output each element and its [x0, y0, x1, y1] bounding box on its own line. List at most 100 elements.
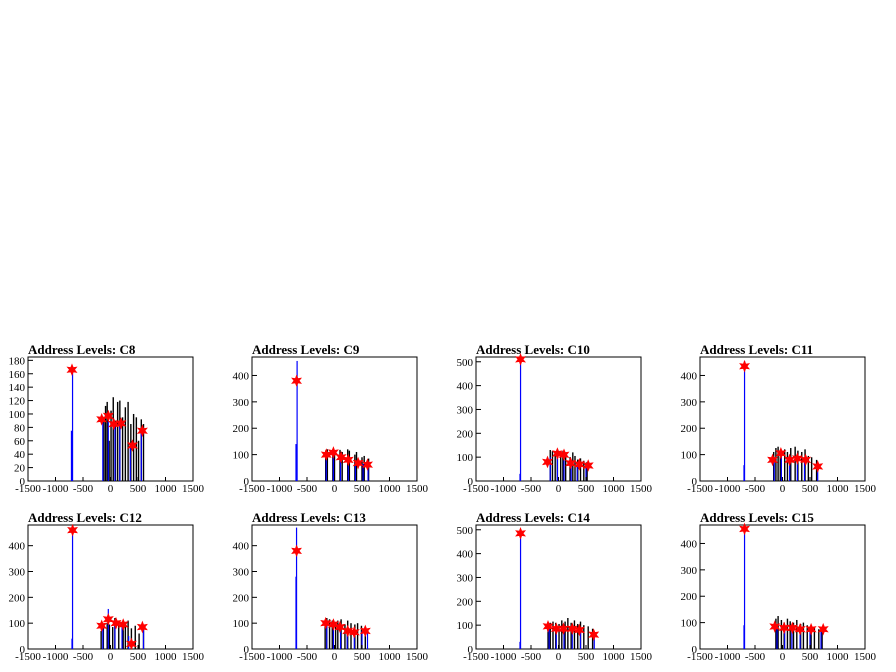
- y-tick-label: 200: [233, 592, 250, 604]
- chart-panel: Address Levels: C11 0 100 200 300 400 -1500 -10…: [681, 342, 877, 495]
- peak-marker: [334, 620, 346, 634]
- y-tick-label: 120: [9, 396, 26, 408]
- x-tick-label: 1500: [854, 651, 877, 663]
- peak-marker: [126, 439, 139, 452]
- peak-marker: [767, 453, 779, 467]
- x-tick-label: 1500: [182, 483, 205, 495]
- peak-markers: [515, 526, 600, 642]
- y-tick-label: 400: [9, 541, 26, 553]
- y-tick-label: 40: [14, 449, 26, 461]
- peak-marker: [359, 624, 371, 638]
- x-tick-label: -1500: [239, 483, 265, 495]
- y-tick-label: 100: [9, 618, 26, 630]
- peak-marker: [352, 456, 364, 470]
- peak-marker: [794, 622, 806, 636]
- x-tick-label: 0: [108, 651, 114, 663]
- chart-panel: Address Levels: C13 0 100 200 300 400 -1500 -10…: [233, 510, 429, 663]
- y-tick-label: 100: [457, 620, 474, 632]
- blue-histogram: [71, 527, 145, 649]
- peak-markers: [291, 544, 371, 639]
- x-tick-label: -500: [297, 483, 318, 495]
- y-tick-label: 400: [681, 538, 698, 550]
- y-tick-label: 300: [457, 572, 474, 584]
- peak-markers: [66, 363, 148, 452]
- y-tick-label: 20: [14, 463, 26, 475]
- peak-marker: [102, 409, 114, 423]
- y-tick-label: 200: [681, 591, 698, 603]
- x-tick-label: 500: [802, 483, 819, 495]
- x-tick-label: 1500: [854, 483, 877, 495]
- y-tick-label: 400: [681, 370, 698, 382]
- y-tick-label: 300: [9, 567, 26, 579]
- peak-marker: [573, 457, 585, 471]
- x-tick-label: -1000: [715, 651, 741, 663]
- x-tick-label: -1000: [267, 651, 293, 663]
- peak-marker: [515, 526, 527, 540]
- peak-marker: [67, 523, 78, 537]
- y-tick-label: 200: [457, 596, 474, 608]
- plot-frame: [475, 356, 642, 482]
- peak-marker: [136, 620, 148, 634]
- chart-title: Address Levels: C14: [476, 510, 590, 525]
- y-tick-label: 400: [233, 541, 250, 553]
- peak-marker: [551, 447, 563, 460]
- plot-frame: [251, 524, 418, 650]
- y-tick-label: 140: [9, 382, 26, 394]
- chart-title: Address Levels: C15: [700, 510, 814, 525]
- x-tick-label: 1000: [827, 651, 850, 663]
- x-tick-label: -500: [745, 651, 766, 663]
- peak-marker: [335, 451, 347, 464]
- x-tick-label: 500: [130, 651, 147, 663]
- peak-marker: [110, 616, 122, 630]
- y-tick-label: 400: [233, 370, 250, 382]
- x-tick-label: 1500: [406, 483, 429, 495]
- y-tick-label: 0: [692, 476, 698, 488]
- x-tick-label: -500: [297, 651, 318, 663]
- x-tick-label: 1500: [406, 651, 429, 663]
- x-tick-label: -500: [521, 483, 542, 495]
- peak-marker: [96, 619, 108, 633]
- x-tick-label: -1500: [239, 651, 265, 663]
- chart-title: Address Levels: C9: [252, 342, 360, 357]
- peak-marker: [566, 622, 578, 636]
- x-tick-label: -1000: [43, 483, 69, 495]
- peak-marker: [558, 448, 570, 462]
- chart-panel: Address Levels: C80204060801001201401601…: [9, 342, 205, 495]
- x-tick-label: -1000: [267, 483, 293, 495]
- x-tick-label: -500: [73, 651, 94, 663]
- peak-marker: [361, 458, 374, 471]
- chart-title: Address Levels: C12: [28, 510, 142, 525]
- y-tick-label: 300: [233, 567, 250, 579]
- y-tick-label: 100: [9, 409, 26, 421]
- peak-marker: [791, 452, 803, 465]
- black-histogram: [547, 618, 594, 649]
- x-tick-label: 1000: [155, 651, 178, 663]
- x-tick-label: 0: [780, 483, 786, 495]
- y-tick-label: 0: [692, 644, 698, 656]
- peak-marker: [786, 621, 798, 635]
- peak-marker: [739, 522, 751, 536]
- x-tick-label: -1500: [15, 651, 41, 663]
- y-tick-label: 300: [681, 565, 698, 577]
- peak-marker: [573, 623, 585, 637]
- y-tick-label: 200: [681, 423, 698, 435]
- plot-frame: [699, 356, 866, 482]
- y-tick-label: 0: [20, 476, 26, 488]
- x-tick-label: 1000: [379, 483, 402, 495]
- x-tick-label: 0: [332, 651, 338, 663]
- peak-marker: [769, 620, 781, 633]
- chart-panel: Address Levels: C14 0 100 200 300 400 500 -1500…: [457, 510, 653, 663]
- peak-markers: [739, 359, 824, 473]
- x-tick-label: 1000: [603, 651, 626, 663]
- peak-marker: [291, 374, 302, 387]
- y-tick-label: 300: [681, 397, 698, 409]
- x-tick-label: -1000: [491, 651, 517, 663]
- peak-markers: [515, 353, 594, 472]
- peak-markers: [291, 374, 374, 471]
- y-tick-label: 80: [14, 422, 26, 434]
- x-tick-label: -500: [745, 483, 766, 495]
- x-tick-label: 1000: [827, 483, 850, 495]
- x-tick-label: -1500: [15, 483, 41, 495]
- peak-marker: [805, 622, 817, 636]
- peak-marker: [739, 359, 751, 373]
